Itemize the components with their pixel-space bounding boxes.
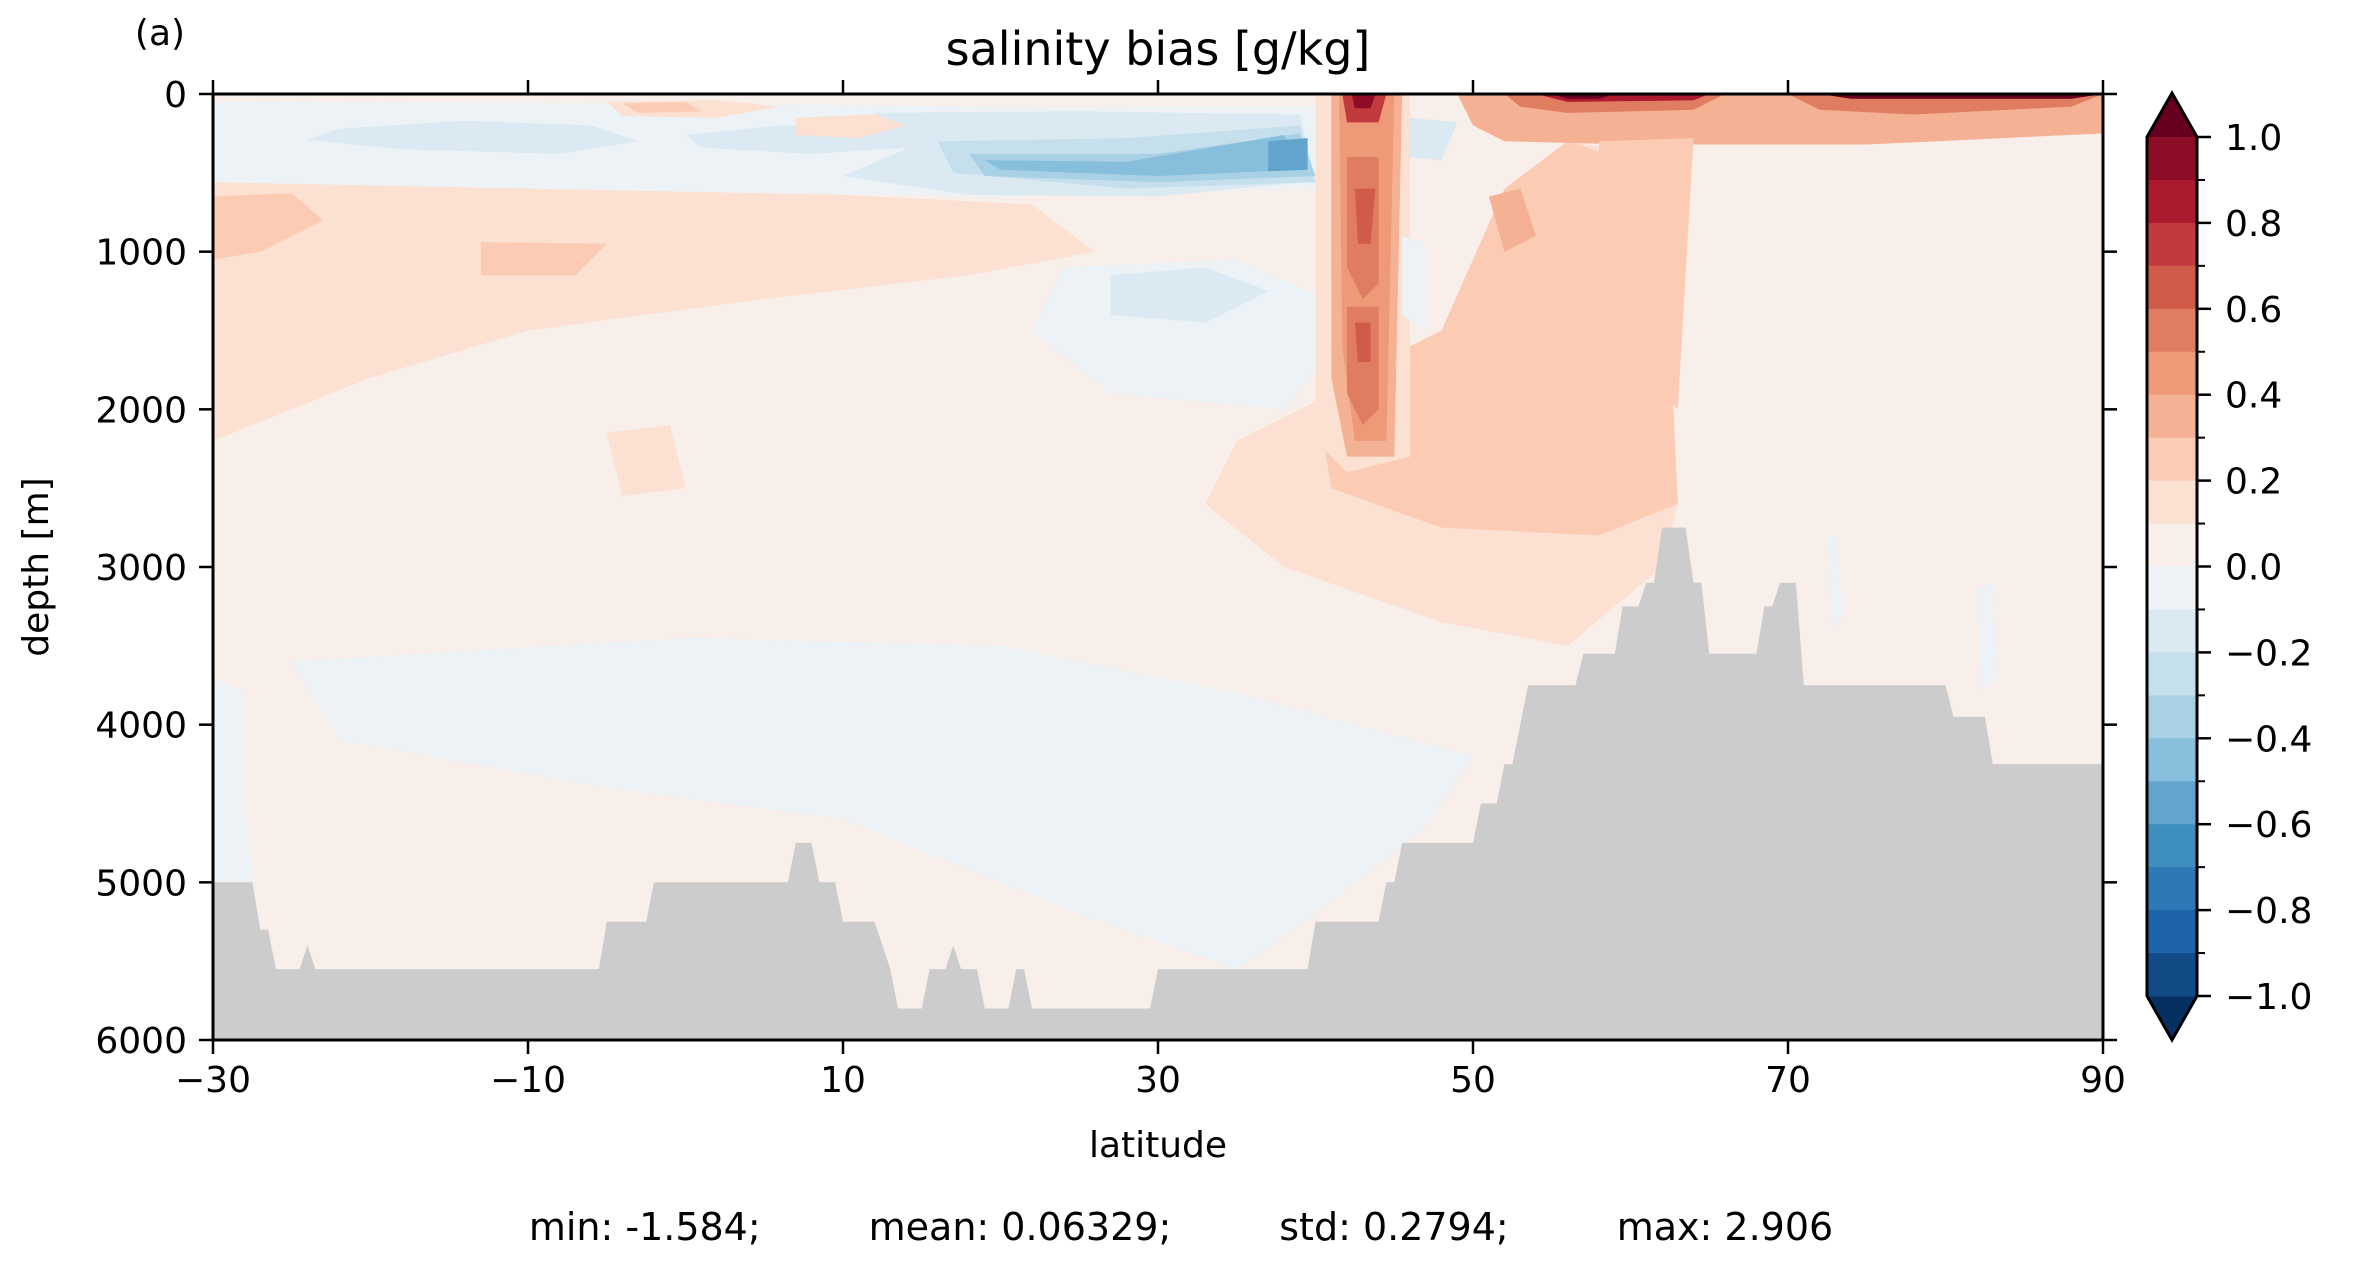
x-tick-label: −10 [490,1060,566,1101]
x-axis: −30 −10 10 30 50 70 90 [175,80,2126,1101]
colorbar-level [2147,308,2197,353]
contour-region [1410,117,1458,161]
y-tick-label: 5000 [95,863,187,904]
stat-max: max: 2.906 [1616,1205,1834,1249]
contour-region [307,120,639,154]
chart-title: salinity bias [g/kg] [946,22,1371,76]
colorbar-tick-label: 0.2 [2225,462,2282,503]
contour-field [213,94,2103,1040]
y-tick-label: 2000 [95,390,187,431]
colorbar-tick-label: −0.2 [2225,633,2312,674]
colorbar-level [2147,179,2197,224]
y-tick-label: 1000 [95,233,187,274]
x-tick-label: 90 [2080,1060,2126,1101]
colorbar-level [2147,265,2197,310]
x-tick-label: −30 [175,1060,251,1101]
contour-region [984,135,1300,176]
contour-region [1599,138,1694,410]
y-tick-label: 4000 [95,706,187,747]
colorbar-level [2147,566,2197,611]
colorbar-level [2147,437,2197,482]
colorbar: 1.0 0.8 0.6 0.4 0.2 0.0 −0.2 −0.4 −0.6 −0.8 −1.0 [2145,89,2312,1044]
colorbar-level [2147,351,2197,396]
contour-region [1788,94,2103,115]
contour-region [1268,138,1308,172]
contour-region [1110,267,1269,323]
contour-region [685,125,954,154]
colorbar-level [2147,867,2197,911]
bathymetry-land [213,527,2103,1040]
contour-region [480,242,607,276]
stat-mean: mean: 0.06329; [868,1205,1172,1249]
colorbar-extend-max [2147,93,2197,137]
colorbar-level [2147,738,2197,782]
x-tick-label: 10 [820,1060,866,1101]
colorbar-extend-min [2147,996,2197,1040]
contour-region [622,101,702,113]
colorbar-tick-label: 0.6 [2225,290,2282,331]
contour-region [795,114,906,139]
contour-region [213,182,1095,441]
contour-region [1354,322,1371,362]
y-tick-label: 6000 [95,1021,187,1062]
colorbar-level [2147,480,2197,525]
colorbar-tick-label: −0.4 [2225,719,2312,760]
colorbar-level [2147,953,2197,997]
contour-region [1351,94,1376,109]
contour-region [1977,582,1998,694]
y-tick-label: 0 [164,75,187,116]
contour-region [606,425,686,497]
colorbar-level [2147,824,2197,868]
contour-region [1827,535,1844,631]
contour-region [1347,306,1379,426]
colorbar-tick-label: −0.8 [2225,891,2312,932]
stat-std: std: 0.2794; [1279,1205,1509,1249]
contour-region [1402,235,1426,331]
x-tick-label: 70 [1765,1060,1811,1101]
contour-region [213,677,261,930]
y-axis: 0 1000 2000 3000 4000 5000 6000 [95,75,2117,1062]
y-axis-label: depth [m] [16,477,57,656]
x-axis-label: latitude [1089,1125,1227,1166]
y-tick-label: 3000 [95,548,187,589]
colorbar-tick-label: −0.6 [2225,805,2312,846]
contour-region [1488,188,1536,252]
statistics-line: min: -1.584; mean: 0.06329; std: 0.2794; ma… [0,1205,2362,1249]
colorbar-tick-label: 0.4 [2225,376,2282,417]
colorbar-level [2147,222,2197,267]
contour-region [213,193,324,260]
contour-region [291,637,1473,970]
colorbar-level [2147,781,2197,825]
colorbar-level [2147,137,2197,181]
colorbar-tick-label: 0.8 [2225,204,2282,245]
colorbar-tick-label: −1.0 [2225,977,2312,1018]
colorbar-level [2147,695,2197,739]
colorbar-tick-label: 1.0 [2225,118,2282,159]
colorbar-level [2147,910,2197,954]
x-tick-label: 30 [1135,1060,1181,1101]
panel-label: (a) [135,13,185,54]
x-tick-label: 50 [1450,1060,1496,1101]
colorbar-tick-label: 0.0 [2225,548,2282,589]
colorbar-level [2147,609,2197,653]
colorbar-level [2147,523,2197,568]
colorbar-level [2147,652,2197,696]
stat-min: min: -1.584; [528,1205,761,1249]
contour-region [1354,188,1376,244]
colorbar-level [2147,394,2197,439]
